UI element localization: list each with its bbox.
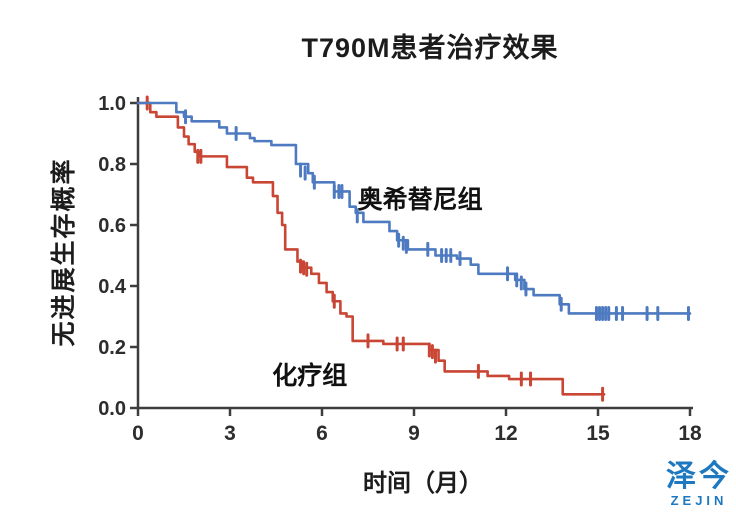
zejin-logo-chinese: 泽今 (666, 460, 732, 493)
y-tick-label: 0.0 (98, 398, 126, 420)
x-axis-title: 时间（月） (363, 470, 483, 497)
x-tick-label: 6 (316, 422, 328, 445)
osimertinib-curve (136, 101, 692, 315)
chemotherapy-curve (136, 101, 606, 396)
x-tick-label: 0 (132, 422, 144, 445)
x-tick-label: 18 (678, 422, 702, 445)
chart-title: T790M患者治疗效果 (301, 33, 559, 63)
zejin-logo: 泽今 ZEJIN (666, 460, 732, 508)
x-tick-label: 15 (586, 422, 610, 445)
y-tick-label: 0.8 (98, 154, 126, 176)
y-tick-label: 0.6 (98, 215, 126, 237)
x-tick-label: 9 (408, 422, 420, 445)
y-tick-label: 0.4 (98, 276, 127, 298)
y-tick-label: 1.0 (98, 93, 126, 115)
x-tick-label: 3 (224, 422, 236, 445)
zejin-logo-english: ZEJIN (670, 493, 728, 508)
y-tick-label: 0.2 (98, 337, 126, 359)
osimertinib-group-label: 奥希替尼组 (357, 185, 483, 214)
x-tick-label: 12 (494, 422, 517, 445)
chemotherapy-group-label: 化疗组 (272, 362, 348, 391)
